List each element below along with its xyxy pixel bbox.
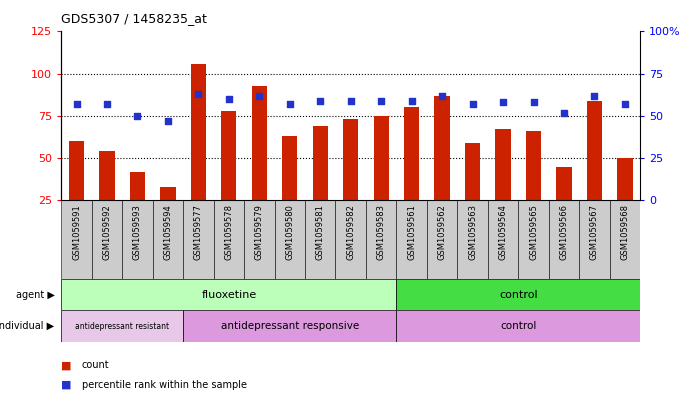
Point bbox=[132, 113, 143, 119]
Bar bbox=[518, 200, 549, 279]
Point bbox=[589, 92, 600, 99]
Text: GSM1059581: GSM1059581 bbox=[316, 204, 325, 260]
Text: control: control bbox=[500, 321, 537, 331]
Point bbox=[467, 101, 478, 107]
Point bbox=[254, 92, 265, 99]
Text: GSM1059564: GSM1059564 bbox=[498, 204, 507, 260]
Point bbox=[406, 97, 417, 104]
Text: individual ▶: individual ▶ bbox=[0, 321, 54, 331]
Text: agent ▶: agent ▶ bbox=[16, 290, 54, 300]
Bar bbox=[92, 200, 122, 279]
Text: GSM1059593: GSM1059593 bbox=[133, 204, 142, 260]
Point bbox=[71, 101, 82, 107]
Bar bbox=[458, 200, 488, 279]
Bar bbox=[587, 101, 602, 200]
Bar bbox=[61, 310, 183, 342]
Point bbox=[437, 92, 447, 99]
Bar bbox=[244, 200, 274, 279]
Text: GSM1059563: GSM1059563 bbox=[468, 204, 477, 260]
Bar bbox=[99, 151, 114, 200]
Bar bbox=[336, 200, 366, 279]
Point bbox=[558, 109, 569, 116]
Bar bbox=[495, 129, 511, 200]
Bar bbox=[130, 172, 145, 200]
Text: GSM1059579: GSM1059579 bbox=[255, 204, 264, 260]
Bar bbox=[191, 64, 206, 200]
Text: ■: ■ bbox=[61, 380, 72, 390]
Text: antidepressant resistant: antidepressant resistant bbox=[75, 322, 170, 331]
Text: GSM1059577: GSM1059577 bbox=[194, 204, 203, 260]
Point bbox=[315, 97, 326, 104]
Bar bbox=[183, 310, 396, 342]
Bar bbox=[434, 95, 449, 200]
Bar bbox=[61, 200, 92, 279]
Point bbox=[498, 99, 509, 106]
Point bbox=[376, 97, 387, 104]
Text: GSM1059562: GSM1059562 bbox=[438, 204, 447, 260]
Bar bbox=[366, 200, 396, 279]
Text: GSM1059583: GSM1059583 bbox=[377, 204, 385, 260]
Bar bbox=[282, 136, 298, 200]
Bar bbox=[122, 200, 153, 279]
Bar bbox=[313, 126, 328, 200]
Text: GSM1059566: GSM1059566 bbox=[560, 204, 569, 260]
Bar bbox=[427, 200, 458, 279]
Bar bbox=[61, 279, 396, 310]
Point bbox=[223, 96, 234, 102]
Bar bbox=[69, 141, 84, 200]
Bar bbox=[183, 200, 214, 279]
Point bbox=[193, 91, 204, 97]
Bar bbox=[343, 119, 358, 200]
Point bbox=[528, 99, 539, 106]
Point bbox=[620, 101, 631, 107]
Bar bbox=[221, 111, 236, 200]
Text: GSM1059594: GSM1059594 bbox=[163, 204, 172, 260]
Text: GSM1059592: GSM1059592 bbox=[102, 204, 112, 260]
Text: ■: ■ bbox=[61, 360, 72, 371]
Bar bbox=[160, 187, 176, 200]
Bar bbox=[556, 167, 571, 200]
Bar bbox=[252, 86, 267, 200]
Text: GSM1059567: GSM1059567 bbox=[590, 204, 599, 260]
Text: antidepressant responsive: antidepressant responsive bbox=[221, 321, 359, 331]
Bar bbox=[214, 200, 244, 279]
Bar bbox=[609, 200, 640, 279]
Bar bbox=[374, 116, 389, 200]
Text: GSM1059580: GSM1059580 bbox=[285, 204, 294, 260]
Bar bbox=[465, 143, 480, 200]
Text: count: count bbox=[82, 360, 110, 371]
Bar bbox=[396, 200, 427, 279]
Bar bbox=[404, 107, 419, 200]
Point bbox=[345, 97, 356, 104]
Text: GSM1059565: GSM1059565 bbox=[529, 204, 538, 260]
Bar bbox=[274, 200, 305, 279]
Text: GSM1059561: GSM1059561 bbox=[407, 204, 416, 260]
Bar bbox=[580, 200, 609, 279]
Bar bbox=[617, 158, 633, 200]
Bar bbox=[526, 131, 541, 200]
Text: GSM1059591: GSM1059591 bbox=[72, 204, 81, 260]
Text: percentile rank within the sample: percentile rank within the sample bbox=[82, 380, 247, 390]
Bar bbox=[305, 200, 336, 279]
Text: GSM1059568: GSM1059568 bbox=[620, 204, 629, 260]
Bar bbox=[153, 200, 183, 279]
Point bbox=[285, 101, 296, 107]
Bar bbox=[396, 310, 640, 342]
Bar bbox=[396, 279, 640, 310]
Text: GDS5307 / 1458235_at: GDS5307 / 1458235_at bbox=[61, 13, 207, 26]
Text: GSM1059578: GSM1059578 bbox=[224, 204, 234, 260]
Bar bbox=[488, 200, 518, 279]
Text: fluoxetine: fluoxetine bbox=[201, 290, 257, 300]
Text: GSM1059582: GSM1059582 bbox=[346, 204, 355, 260]
Point bbox=[163, 118, 174, 124]
Point bbox=[101, 101, 112, 107]
Bar bbox=[549, 200, 580, 279]
Text: control: control bbox=[499, 290, 537, 300]
